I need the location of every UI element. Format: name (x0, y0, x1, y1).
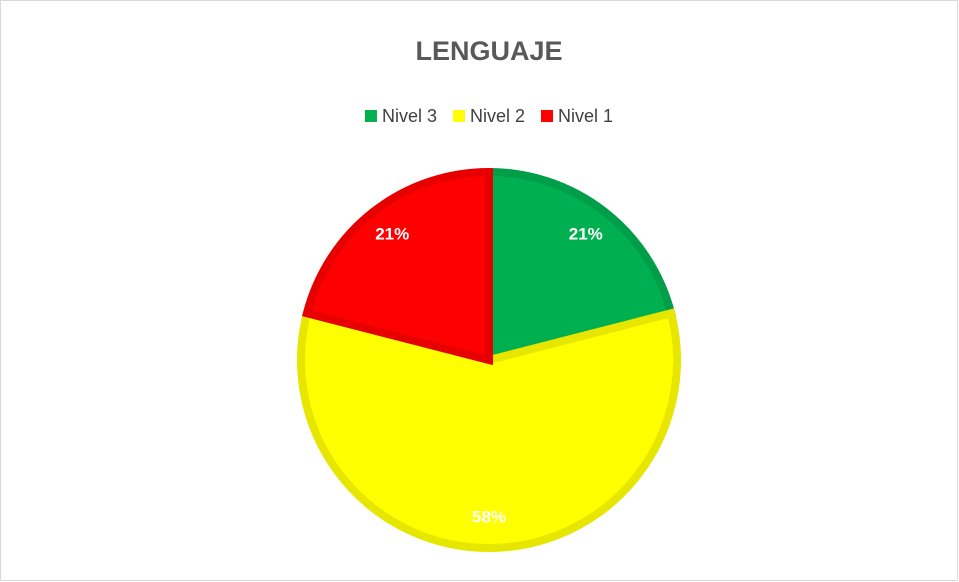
pie-slice (485, 167, 676, 366)
pie-slice (297, 308, 681, 552)
data-label: 21% (375, 225, 409, 244)
legend-swatch (452, 110, 465, 122)
chart-title: LENGUAJE (415, 36, 562, 66)
data-label: 21% (569, 225, 603, 244)
legend-label: Nivel 3 (382, 106, 437, 126)
data-label: 58% (472, 507, 506, 526)
legend-swatch (364, 110, 377, 122)
legend-label: Nivel 2 (470, 106, 525, 126)
legend-swatch (541, 110, 554, 122)
pie-slice (302, 167, 493, 366)
legend-label: Nivel 1 (558, 106, 613, 126)
